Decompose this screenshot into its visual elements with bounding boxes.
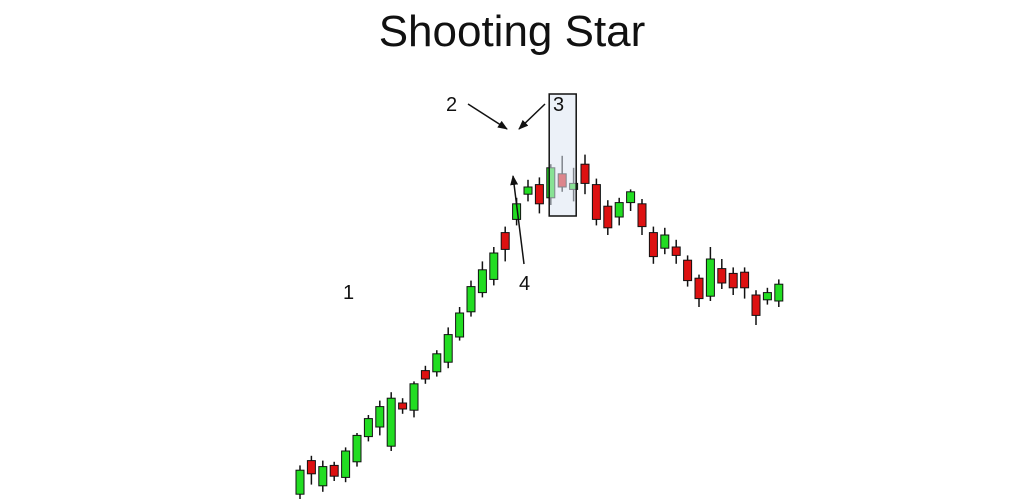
candle-body <box>717 268 727 284</box>
candle-body <box>466 286 476 313</box>
candle-body <box>603 205 613 229</box>
candle-body <box>728 272 738 289</box>
annotations-group: 1 2 3 4 <box>343 94 564 304</box>
candle-body <box>409 383 419 411</box>
shooting-star-highlight-group <box>548 93 577 217</box>
candle-body <box>762 292 772 301</box>
candle-body <box>489 252 499 280</box>
candle-body <box>363 418 373 438</box>
candle-body <box>523 186 533 195</box>
candle-body <box>591 184 601 220</box>
annotation-label-4: 4 <box>519 273 530 295</box>
candle-body <box>534 184 544 205</box>
candle-body <box>500 232 510 250</box>
candle-body <box>341 450 351 478</box>
candle-body <box>580 163 590 184</box>
annotation-label-3: 3 <box>553 94 564 116</box>
candle-body <box>683 259 693 282</box>
candle-body <box>614 202 624 218</box>
candle-body <box>306 460 316 475</box>
candle-body <box>455 312 465 338</box>
candle-body <box>375 406 385 428</box>
candle-body <box>740 271 750 289</box>
arrow-label-4 <box>510 175 525 265</box>
chart-title: Shooting Star <box>378 7 646 56</box>
candle-body <box>671 246 681 256</box>
candle-body <box>648 232 658 258</box>
candle-body <box>398 402 408 410</box>
candle-body <box>386 397 396 447</box>
candle-body <box>626 191 636 204</box>
candle-body <box>329 464 339 477</box>
shooting-star-highlight-box <box>548 93 577 217</box>
candle-body <box>443 334 453 363</box>
annotation-label-2: 2 <box>446 94 457 116</box>
candle-body <box>637 203 647 228</box>
candle-body <box>705 258 715 297</box>
candle-body <box>660 234 670 249</box>
candles-group <box>295 154 784 499</box>
candle-body <box>477 269 487 294</box>
candle-body <box>774 283 784 302</box>
candle-body <box>751 294 761 316</box>
candle-body <box>318 466 328 487</box>
arrow-label-2 <box>467 103 508 130</box>
candle-body <box>432 353 442 373</box>
arrow-label-3 <box>518 103 546 130</box>
annotation-label-1: 1 <box>343 282 354 304</box>
candle-body <box>295 469 305 495</box>
candle-body <box>420 370 430 380</box>
candle-body <box>694 277 704 300</box>
candle-body <box>352 434 362 463</box>
